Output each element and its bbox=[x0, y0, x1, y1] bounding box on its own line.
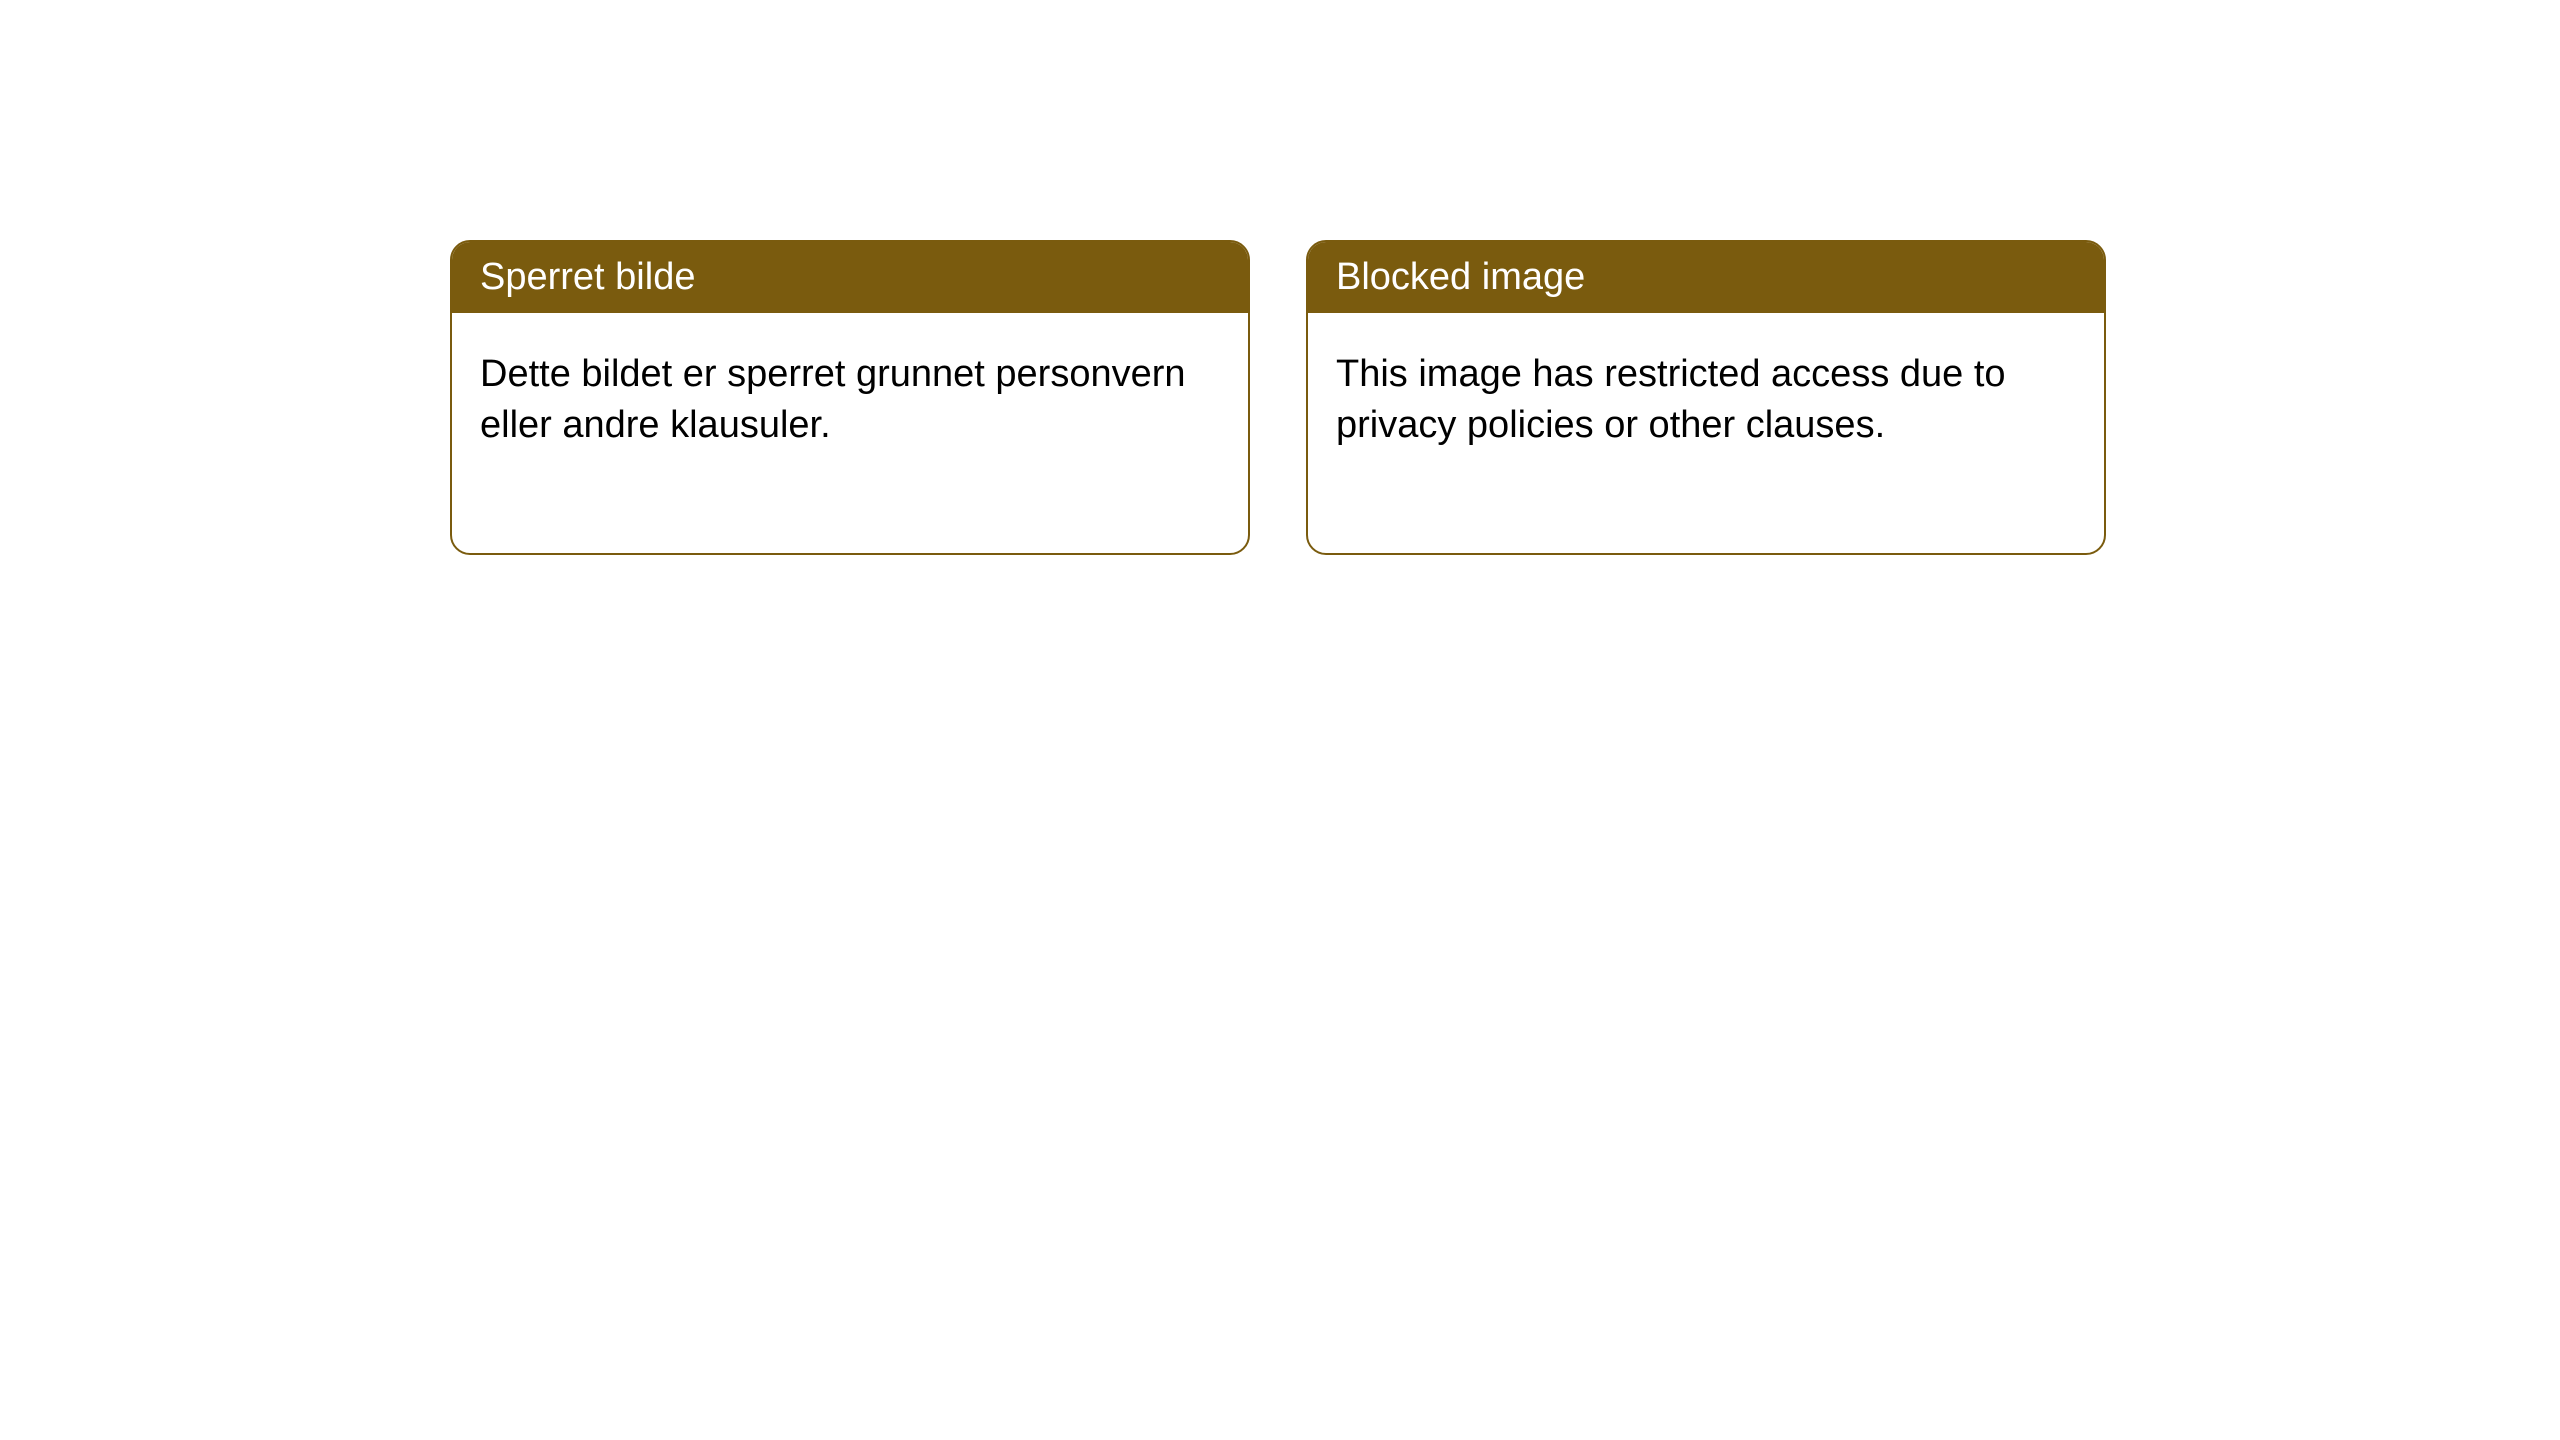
notice-card-title: Blocked image bbox=[1308, 242, 2104, 313]
notice-card-body: This image has restricted access due to … bbox=[1308, 313, 2104, 553]
notice-container: Sperret bilde Dette bildet er sperret gr… bbox=[450, 240, 2106, 555]
notice-card-norwegian: Sperret bilde Dette bildet er sperret gr… bbox=[450, 240, 1250, 555]
notice-card-english: Blocked image This image has restricted … bbox=[1306, 240, 2106, 555]
notice-card-title: Sperret bilde bbox=[452, 242, 1248, 313]
notice-card-body: Dette bildet er sperret grunnet personve… bbox=[452, 313, 1248, 553]
